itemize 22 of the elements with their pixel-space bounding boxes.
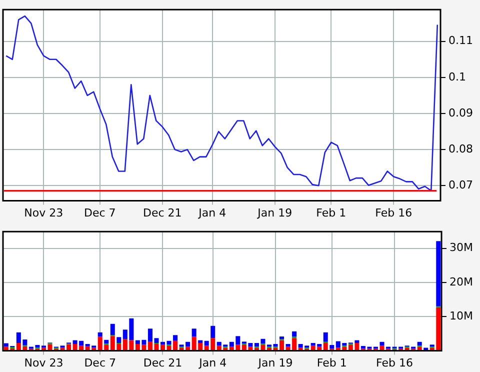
x-tick-label: Dec 21 [143, 356, 182, 370]
x-tick-label: Feb 1 [316, 206, 346, 220]
x-tick-label: Nov 23 [24, 206, 64, 220]
y-tick-label: 0.09 [448, 106, 474, 120]
x-tick-label: Dec 7 [84, 206, 116, 220]
y-tick-label: 10M [450, 310, 474, 323]
y-tick-label: 30M [450, 241, 474, 254]
y-tick-label: 20M [450, 275, 474, 288]
x-tick-label: Dec 21 [142, 206, 182, 220]
y-tick-label: 0.08 [448, 142, 474, 156]
x-tick-label: Feb 1 [316, 356, 347, 370]
x-tick-label: Dec 7 [84, 356, 116, 370]
x-tick-label: Jan 19 [256, 206, 292, 220]
x-tick-label: Jan 19 [257, 356, 293, 370]
y-tick-label: 0.11 [448, 34, 474, 48]
x-tick-label: Feb 16 [376, 356, 414, 370]
y-tick-label: 0.07 [448, 178, 474, 192]
x-tick-label: Feb 16 [375, 206, 412, 220]
x-tick-label: Jan 4 [198, 206, 226, 220]
x-tick-label: Nov 23 [24, 356, 64, 370]
x-tick-label: Jan 4 [198, 356, 227, 370]
y-tick-label: 0.1 [448, 70, 466, 84]
